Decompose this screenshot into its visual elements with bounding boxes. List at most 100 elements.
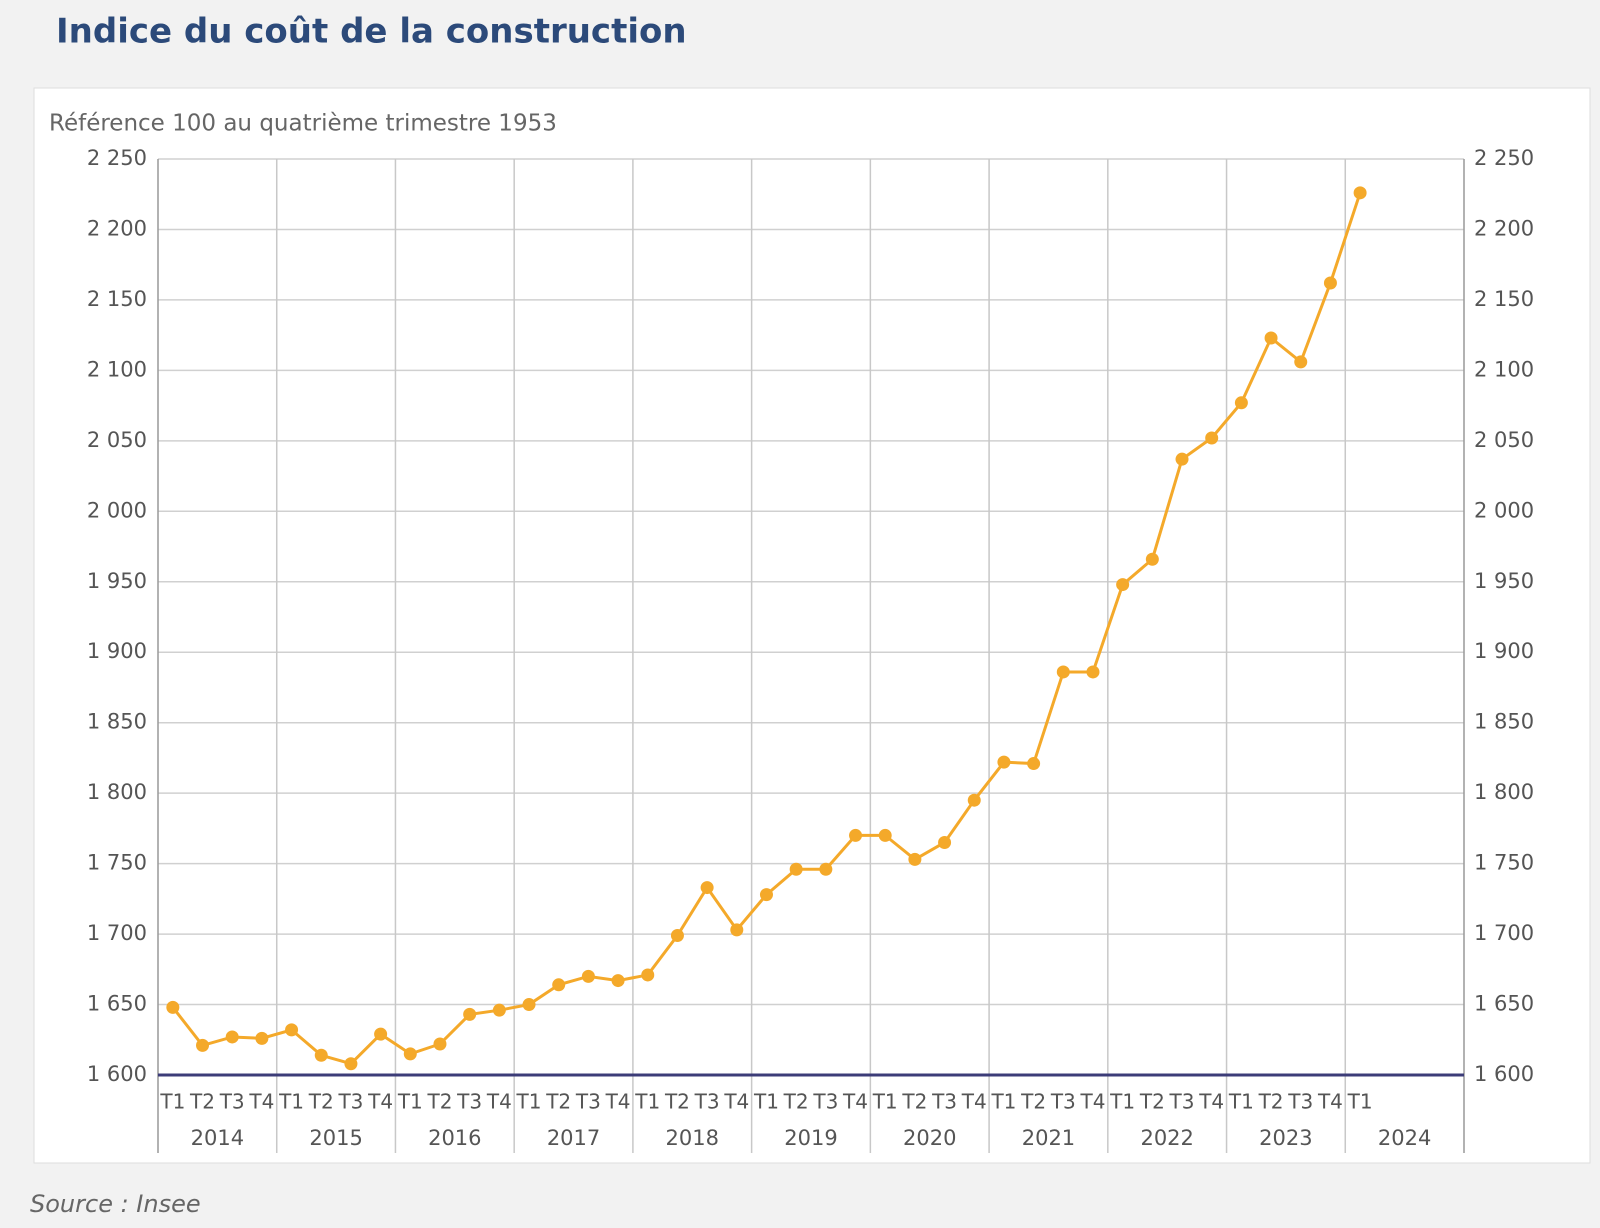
data-point — [789, 862, 803, 876]
data-point — [581, 969, 595, 983]
x-tick-label: T3 — [456, 1090, 482, 1114]
y-tick-label: 2 000 — [87, 498, 147, 522]
chart-subtitle: Référence 100 au quatrième trimestre 195… — [49, 111, 557, 137]
y-tick-label: 1 750 — [87, 851, 147, 875]
x-tick-label: T1 — [1228, 1090, 1254, 1114]
data-point — [463, 1007, 477, 1021]
year-label: 2014 — [191, 1126, 244, 1150]
x-tick-label: T4 — [248, 1090, 274, 1114]
x-tick-label: T2 — [664, 1090, 690, 1114]
y2-tick-label: 1 800 — [1474, 780, 1534, 804]
x-tick-label: T2 — [1139, 1090, 1165, 1114]
year-label: 2016 — [428, 1126, 481, 1150]
data-point — [878, 828, 892, 842]
data-point — [700, 881, 714, 895]
data-point — [938, 835, 952, 849]
y-tick-label: 1 700 — [87, 921, 147, 945]
x-tick-label: T4 — [1317, 1090, 1343, 1114]
x-tick-label: T3 — [1169, 1090, 1195, 1114]
x-tick-label: T4 — [605, 1090, 631, 1114]
x-tick-label: T1 — [990, 1090, 1016, 1114]
data-point — [849, 828, 863, 842]
data-point — [285, 1023, 299, 1037]
x-tick-label: T2 — [783, 1090, 809, 1114]
x-tick-label: T2 — [901, 1090, 927, 1114]
y2-tick-label: 2 050 — [1474, 428, 1534, 452]
data-point — [908, 852, 922, 866]
x-tick-label: T3 — [1050, 1090, 1076, 1114]
year-label: 2024 — [1378, 1126, 1431, 1150]
x-tick-label: T2 — [308, 1090, 334, 1114]
x-tick-label: T3 — [575, 1090, 601, 1114]
y2-tick-label: 2 200 — [1474, 216, 1534, 240]
data-point — [255, 1031, 269, 1045]
y-tick-label: 2 250 — [87, 146, 147, 170]
x-tick-label: T4 — [961, 1090, 987, 1114]
data-point — [1294, 355, 1308, 369]
x-tick-label: T3 — [1287, 1090, 1313, 1114]
y-tick-label: 1 600 — [87, 1062, 147, 1086]
x-tick-label: T4 — [842, 1090, 868, 1114]
data-point — [403, 1047, 417, 1061]
data-point — [1086, 665, 1100, 679]
y2-tick-label: 1 750 — [1474, 851, 1534, 875]
data-point — [967, 793, 981, 807]
data-point — [166, 1000, 180, 1014]
data-point — [1056, 665, 1070, 679]
x-tick-label: T1 — [278, 1090, 304, 1114]
year-label: 2019 — [784, 1126, 837, 1150]
x-tick-label: T1 — [1109, 1090, 1135, 1114]
y-tick-label: 1 950 — [87, 569, 147, 593]
year-label: 2020 — [903, 1126, 956, 1150]
plot: 1 600 1 600 1 650 1 650 1 700 1 700 1 750 1 750… — [87, 146, 1534, 1153]
year-label: 2021 — [1022, 1126, 1075, 1150]
x-tick-label: T4 — [486, 1090, 512, 1114]
x-tick-label: T4 — [367, 1090, 393, 1114]
data-point — [1175, 452, 1189, 466]
data-point — [225, 1030, 239, 1044]
x-tick-label: T3 — [337, 1090, 363, 1114]
y2-tick-label: 2 100 — [1474, 357, 1534, 381]
y2-tick-label: 2 000 — [1474, 498, 1534, 522]
data-point — [1323, 276, 1337, 290]
x-tick-label: T2 — [1258, 1090, 1284, 1114]
data-point — [730, 923, 744, 937]
x-tick-label: T1 — [397, 1090, 423, 1114]
x-tick-label: T1 — [159, 1090, 185, 1114]
x-tick-label: T2 — [1020, 1090, 1046, 1114]
data-point — [1234, 396, 1248, 410]
y2-tick-label: 1 850 — [1474, 710, 1534, 734]
y-tick-label: 1 650 — [87, 992, 147, 1016]
y2-tick-label: 1 700 — [1474, 921, 1534, 945]
x-tick-label: T2 — [545, 1090, 571, 1114]
source: Source : Insee — [30, 1190, 201, 1218]
data-point — [492, 1003, 506, 1017]
year-label: 2017 — [547, 1126, 600, 1150]
data-point — [1116, 578, 1130, 592]
y2-tick-label: 2 150 — [1474, 287, 1534, 311]
y-tick-label: 1 850 — [87, 710, 147, 734]
data-point — [997, 755, 1011, 769]
y-tick-label: 2 050 — [87, 428, 147, 452]
data-point — [611, 974, 625, 988]
y2-tick-label: 2 250 — [1474, 146, 1534, 170]
y-tick-label: 2 100 — [87, 357, 147, 381]
y-tick-label: 1 800 — [87, 780, 147, 804]
year-label: 2022 — [1140, 1126, 1193, 1150]
data-point — [1027, 757, 1041, 771]
data-point — [1145, 552, 1159, 566]
y2-tick-label: 1 600 — [1474, 1062, 1534, 1086]
x-tick-label: T4 — [723, 1090, 749, 1114]
data-point — [433, 1037, 447, 1051]
x-tick-label: T1 — [1347, 1090, 1373, 1114]
data-point — [522, 998, 536, 1012]
x-tick-label: T3 — [219, 1090, 245, 1114]
y2-tick-label: 1 650 — [1474, 992, 1534, 1016]
data-point — [374, 1027, 388, 1041]
x-tick-label: T4 — [1080, 1090, 1106, 1114]
x-tick-label: T2 — [427, 1090, 453, 1114]
chart-title: Indice du coût de la construction — [56, 12, 687, 52]
x-tick-label: T1 — [516, 1090, 542, 1114]
x-tick-label: T3 — [694, 1090, 720, 1114]
